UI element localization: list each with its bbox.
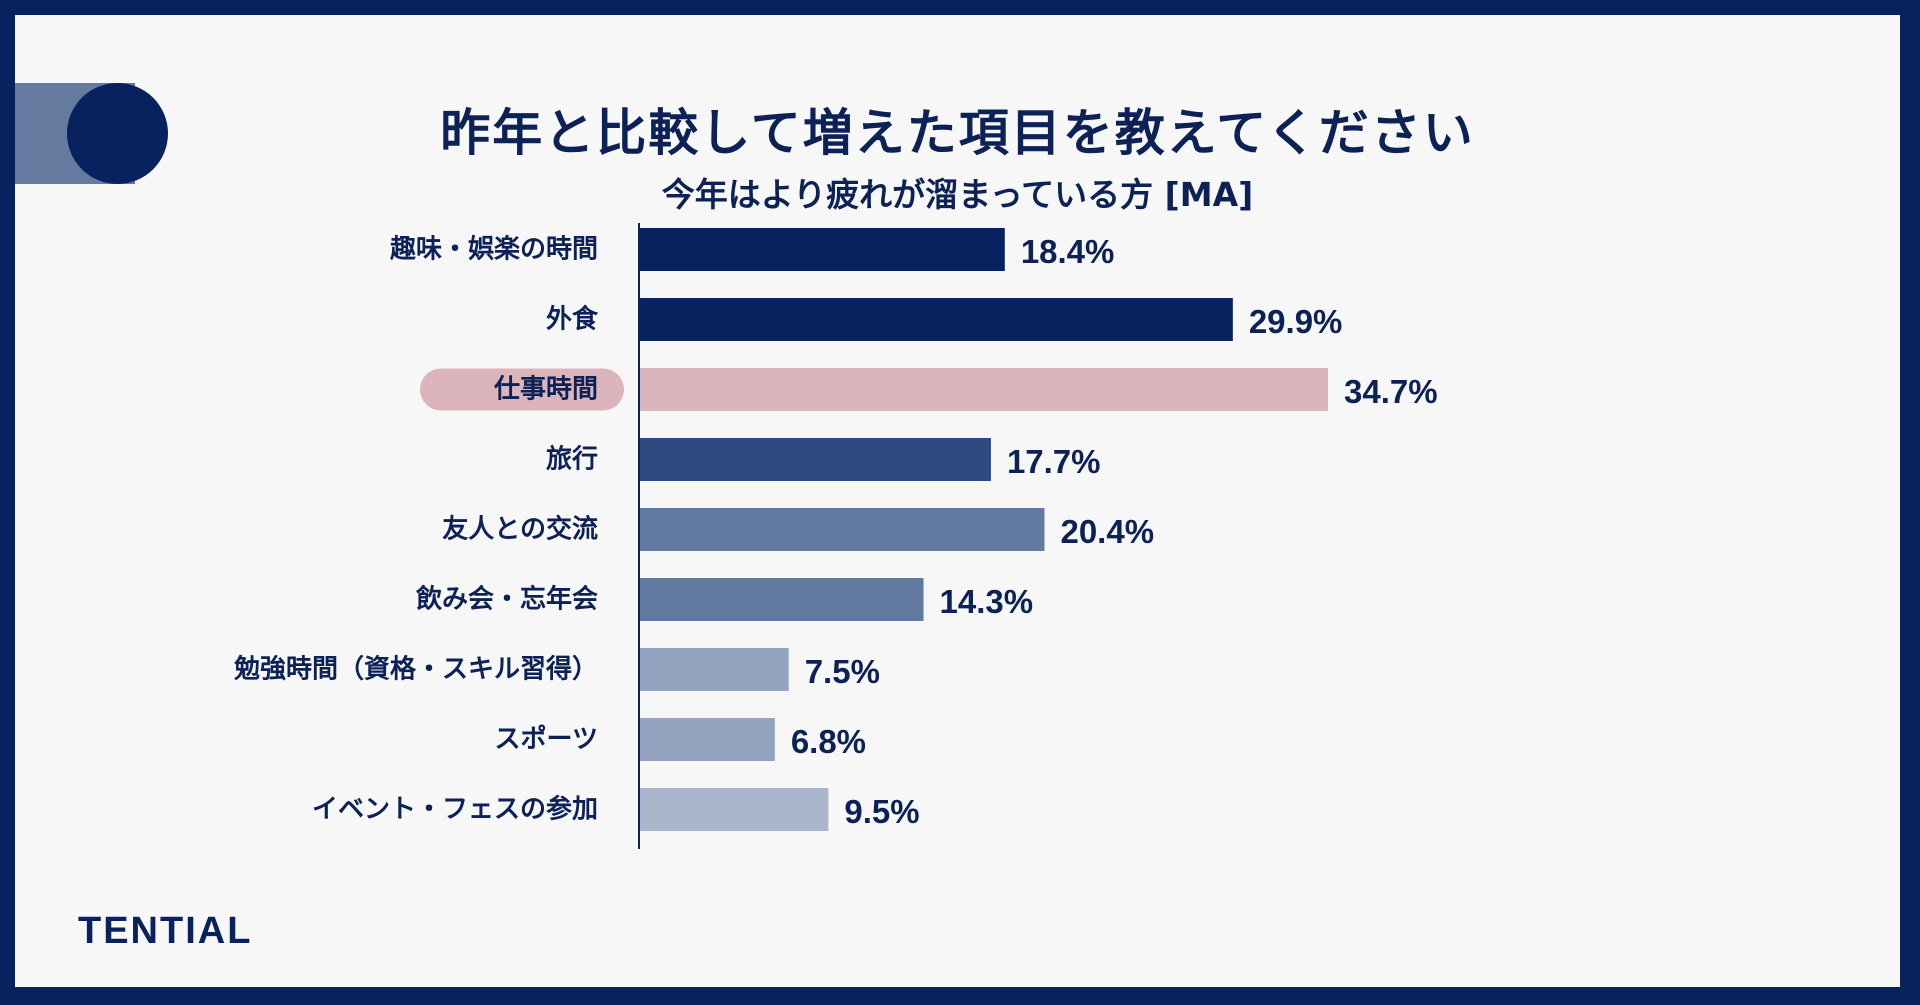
category-label: イベント・フェスの参加 — [312, 794, 598, 825]
data-label: 20.4% — [1060, 513, 1154, 550]
bar — [640, 578, 924, 621]
data-label: 7.5% — [805, 653, 880, 690]
category-label: 仕事時間 — [493, 375, 598, 405]
data-label: 29.9% — [1249, 303, 1343, 340]
bar — [640, 718, 775, 761]
bar — [640, 228, 1005, 271]
data-label: 34.7% — [1344, 373, 1438, 410]
category-label: スポーツ — [495, 724, 598, 755]
bar — [640, 508, 1045, 551]
category-label: 勉強時間（資格・スキル習得） — [233, 654, 598, 685]
bar — [640, 298, 1233, 341]
data-label: 6.8% — [791, 723, 866, 760]
category-label: 友人との交流 — [442, 514, 598, 545]
highlight-pill — [420, 368, 624, 411]
chart-title: 昨年と比較して増えた項目を教えてください — [440, 104, 1475, 162]
bar — [640, 368, 1328, 411]
category-label: 外食 — [546, 304, 599, 335]
bar — [640, 648, 789, 691]
chart-subtitle: 今年はより疲れが溜まっている方 [MA] — [661, 175, 1254, 214]
data-label: 9.5% — [844, 793, 919, 830]
data-label: 17.7% — [1007, 443, 1101, 480]
data-label: 14.3% — [940, 583, 1034, 620]
bar-chart: 趣味・娯楽の時間 18.4% 外食 29.9% 仕事時間 34.7% 旅行 17.7% 友人との… — [233, 223, 1438, 849]
chart-panel: 昨年と比較して増えた項目を教えてください 今年はより疲れが溜まっている方 [MA… — [15, 15, 1900, 987]
data-label: 18.4% — [1021, 233, 1115, 270]
category-label: 旅行 — [546, 444, 598, 475]
bar — [640, 788, 829, 831]
category-label: 飲み会・忘年会 — [415, 584, 598, 615]
bar — [640, 438, 991, 481]
category-label: 趣味・娯楽の時間 — [389, 235, 598, 265]
brand-logo: TENTIAL — [78, 910, 253, 952]
decorative-circle — [67, 83, 168, 184]
